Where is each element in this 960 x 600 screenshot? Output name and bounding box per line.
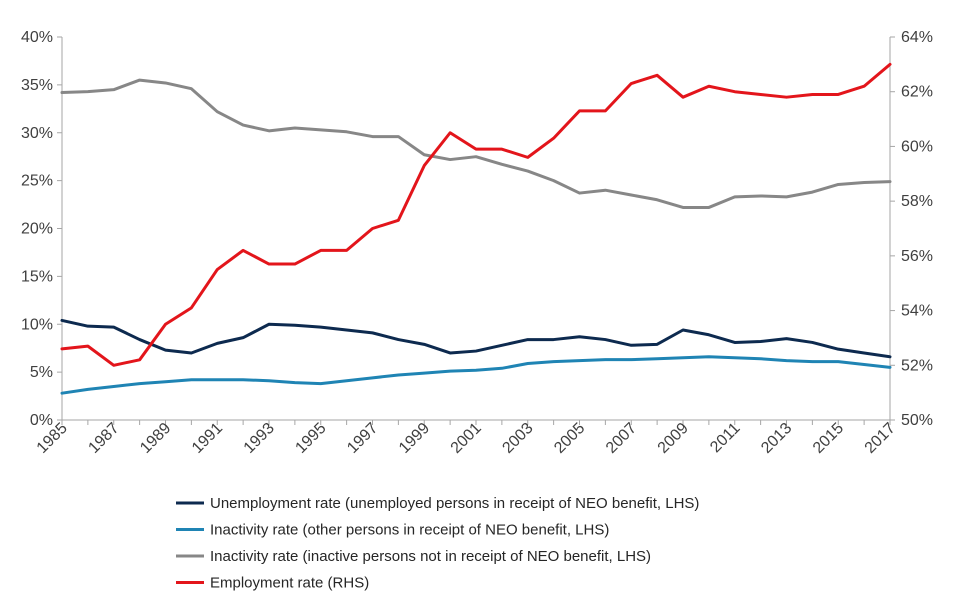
unemployment-rate-line (60, 318, 892, 359)
right-tick-label: 64% (901, 29, 933, 46)
x-tick-label: 1997 (344, 420, 381, 457)
inactivity-not-receiving-line (60, 78, 892, 209)
right-tick-label: 62% (901, 84, 933, 101)
x-tick-label: 2015 (810, 420, 847, 457)
x-tick-label: 2007 (603, 420, 640, 457)
x-tick-label: 2005 (551, 420, 588, 457)
left-tick-label: 20% (21, 221, 53, 238)
x-tick-label: 1991 (189, 420, 226, 457)
left-tick-label: 30% (21, 125, 53, 142)
right-tick-label: 54% (901, 303, 933, 320)
left-tick-label: 35% (21, 77, 53, 94)
left-tick-label: 25% (21, 173, 53, 190)
legend-label: Unemployment rate (unemployed persons in… (210, 495, 699, 512)
right-tick-label: 58% (901, 193, 933, 210)
x-tick-label: 2009 (655, 420, 692, 457)
right-tick-label: 52% (901, 357, 933, 374)
x-tick-label: 1989 (137, 420, 174, 457)
x-tick-label: 1987 (85, 420, 122, 457)
x-tick-label: 1995 (292, 420, 329, 457)
legend-label: Inactivity rate (inactive persons not in… (210, 548, 651, 565)
x-tick-label: 2013 (758, 420, 795, 457)
right-tick-label: 50% (901, 412, 933, 429)
inactivity-other-line (60, 355, 892, 395)
right-tick-label: 56% (901, 248, 933, 265)
right-tick-label: 60% (901, 138, 933, 155)
left-tick-label: 0% (30, 412, 53, 429)
legend-label: Inactivity rate (other persons in receip… (210, 522, 609, 539)
x-tick-label: 1993 (241, 420, 278, 457)
x-tick-label: 2017 (862, 420, 899, 457)
x-tick-label: 1999 (396, 420, 433, 457)
axes: 0% 5% 10% 15% 20% 25% 30% 35% 40% 50% 52% 54% 56% 58%… (21, 29, 933, 457)
legend: Unemployment rate (unemployed persons in… (176, 495, 699, 592)
x-tick-label: 2001 (448, 420, 485, 457)
x-tick-label: 2011 (707, 420, 743, 456)
left-tick-label: 40% (21, 29, 53, 46)
x-tick-label: 2003 (499, 420, 536, 457)
series-lines (60, 62, 892, 395)
left-tick-label: 5% (30, 364, 53, 381)
left-tick-label: 15% (21, 268, 53, 285)
legend-label: Employment rate (RHS) (210, 575, 369, 592)
left-tick-label: 10% (21, 316, 53, 333)
employment-rate-line (60, 62, 892, 367)
